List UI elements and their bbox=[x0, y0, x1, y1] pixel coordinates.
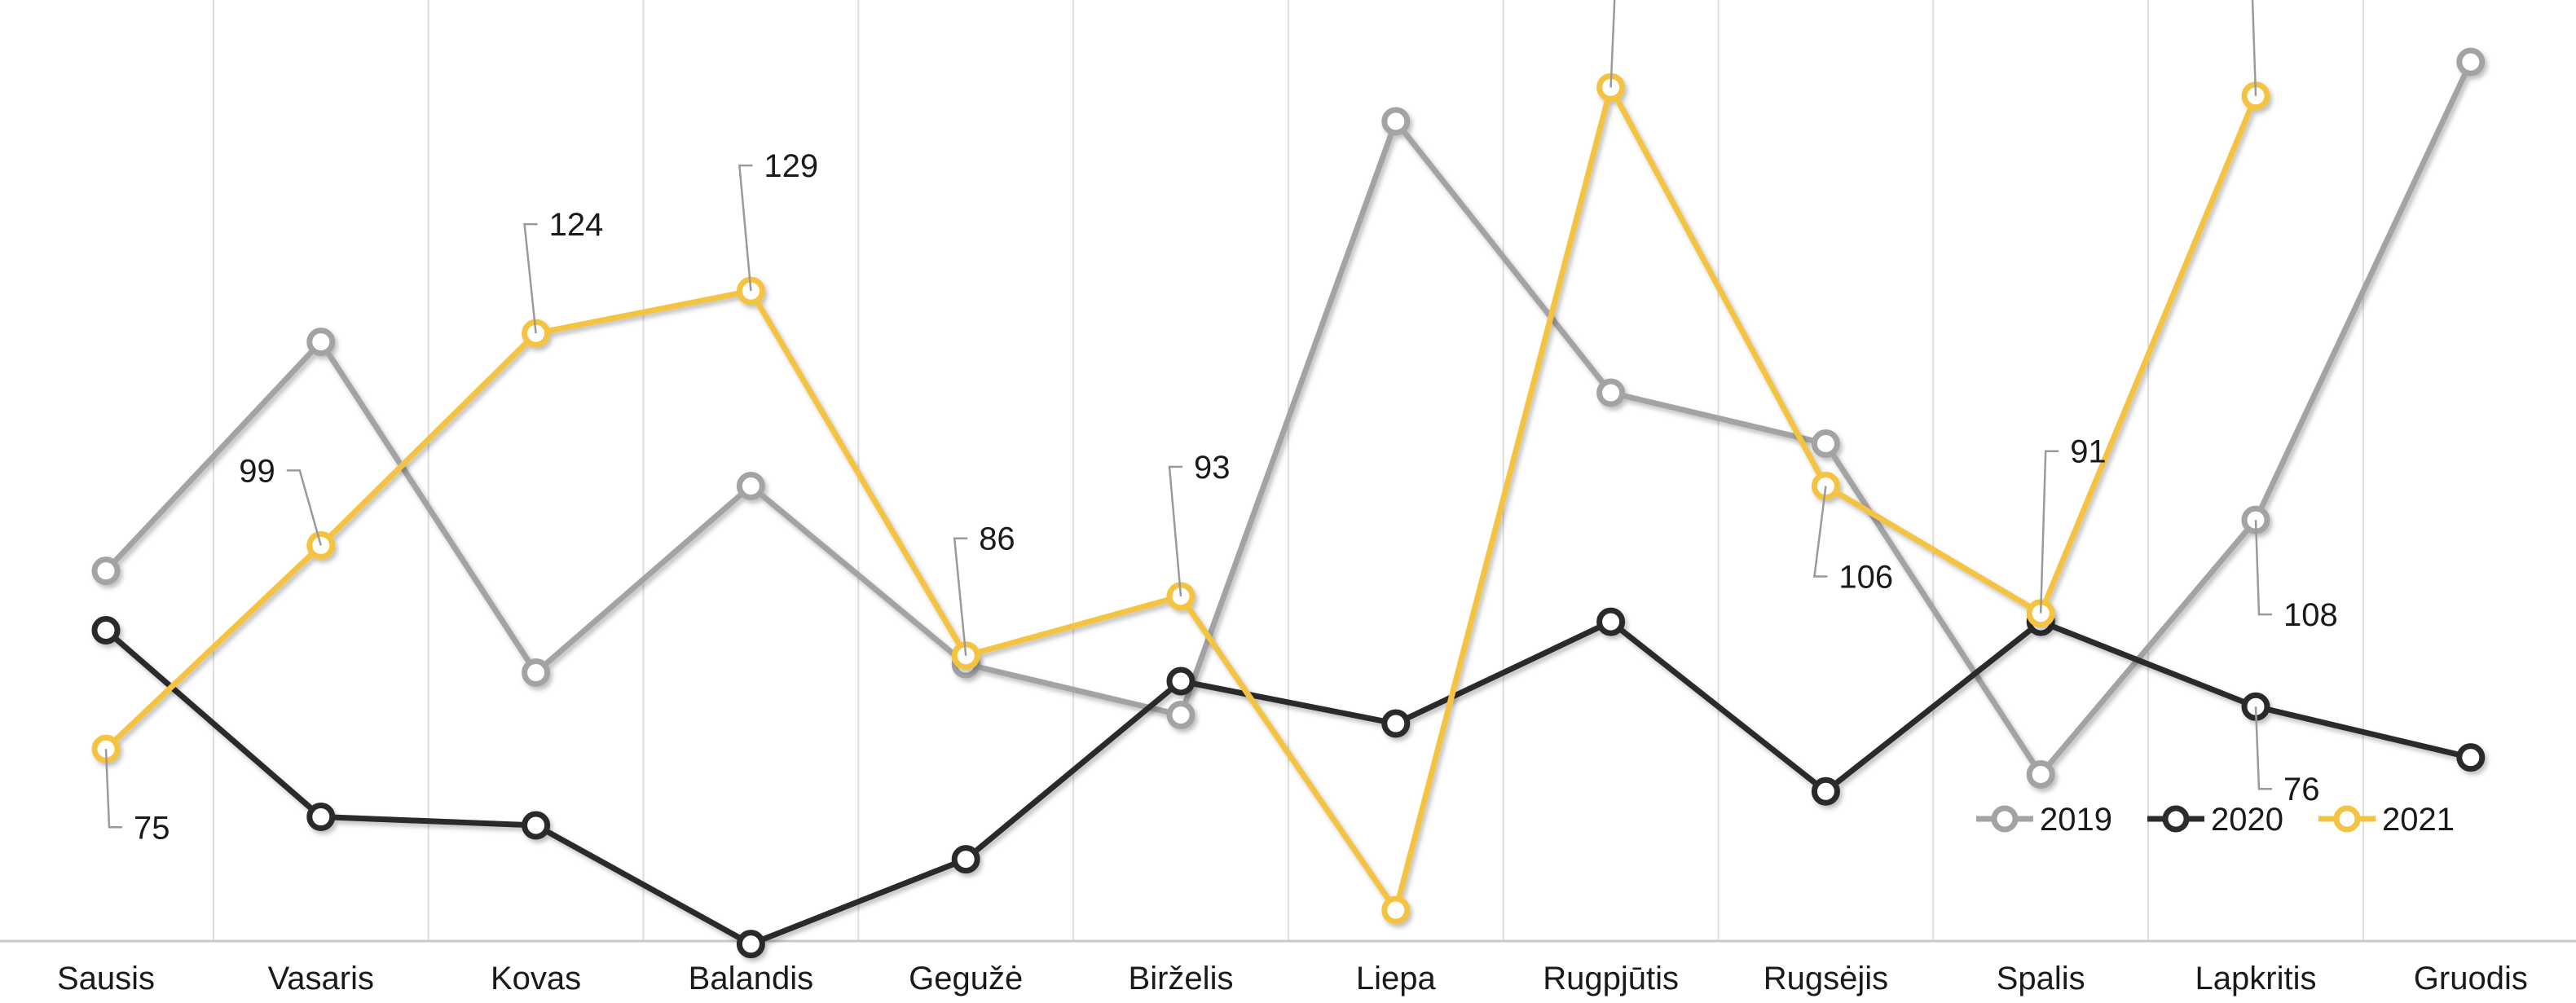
series-2020 bbox=[91, 607, 2486, 959]
x-tick-label: Liepa bbox=[1356, 961, 1437, 996]
data-point-2019 bbox=[1811, 429, 1840, 458]
data-point-2020 bbox=[736, 930, 765, 959]
data-point-2020 bbox=[2456, 743, 2486, 772]
data-label: 108 bbox=[2254, 520, 2338, 633]
legend-label: 2020 bbox=[2211, 802, 2283, 838]
x-tick-label: Sausis bbox=[57, 961, 155, 996]
data-label-text: 129 bbox=[764, 148, 818, 184]
data-point-2020 bbox=[1811, 776, 1840, 806]
x-tick-label: Lapkritis bbox=[2195, 961, 2317, 996]
legend-item-2020: 2020 bbox=[2147, 802, 2283, 838]
leader-line bbox=[1609, 0, 1616, 88]
data-label-text: 75 bbox=[134, 810, 170, 846]
data-label: 75 bbox=[104, 749, 170, 846]
legend-item-2019: 2019 bbox=[1976, 802, 2112, 838]
x-tick-label: Rugpjūtis bbox=[1543, 961, 1679, 996]
data-point-2019 bbox=[522, 658, 551, 688]
data-label-text: 124 bbox=[549, 207, 604, 243]
data-point-2020 bbox=[522, 811, 551, 840]
data-label: 86 bbox=[953, 521, 1015, 656]
leader-line bbox=[953, 537, 968, 656]
series-2019 bbox=[91, 47, 2486, 789]
leader-line bbox=[738, 164, 753, 292]
x-tick-label: Kovas bbox=[491, 961, 581, 996]
data-label: 153 bbox=[1609, 0, 1616, 88]
data-point-2019 bbox=[736, 472, 765, 501]
data-label: 106 bbox=[1812, 486, 1893, 596]
data-point-2020 bbox=[1381, 709, 1411, 738]
x-axis: Sausis Vasaris Kovas Balandis Gegužė Birželis… bbox=[0, 939, 2576, 996]
data-point-2020 bbox=[951, 845, 980, 874]
data-label: 129 bbox=[738, 148, 818, 292]
data-label: 93 bbox=[1168, 450, 1231, 596]
data-label-text: 99 bbox=[239, 453, 275, 489]
data-point-2020 bbox=[1596, 607, 1626, 636]
data-point-2019 bbox=[91, 556, 121, 586]
leader-line bbox=[523, 222, 538, 334]
leader-line bbox=[2251, 0, 2257, 96]
data-labels: 75 99 124 129 86 93 153 106 91 152 108 76 bbox=[104, 0, 2338, 846]
leader-line bbox=[1812, 486, 1828, 578]
data-label-text: 91 bbox=[2070, 434, 2107, 470]
x-tick-label: Spalis bbox=[1997, 961, 2085, 996]
data-label: 152 bbox=[2251, 0, 2257, 96]
gridlines bbox=[212, 0, 2364, 941]
legend-label: 2019 bbox=[2040, 802, 2112, 838]
data-label: 99 bbox=[239, 453, 323, 546]
data-point-2019 bbox=[1596, 378, 1626, 407]
series-line-2019 bbox=[103, 59, 2474, 777]
leader-line bbox=[286, 469, 323, 546]
x-tick-label: Balandis bbox=[689, 961, 813, 996]
data-point-2019 bbox=[306, 328, 336, 357]
x-tick-label: Birželis bbox=[1129, 961, 1234, 996]
data-point-2019 bbox=[1381, 107, 1411, 136]
leader-line bbox=[2039, 450, 2059, 614]
data-label-text: 86 bbox=[979, 521, 1015, 557]
data-point-2019 bbox=[2456, 47, 2486, 77]
data-label-text: 108 bbox=[2283, 597, 2338, 633]
legend-swatch-marker bbox=[1991, 805, 2019, 833]
leader-line bbox=[1168, 465, 1182, 596]
data-point-2021 bbox=[1381, 895, 1411, 925]
legend-label: 2021 bbox=[2382, 802, 2455, 838]
data-label-text: 106 bbox=[1838, 560, 1893, 596]
data-point-2020 bbox=[1166, 666, 1196, 696]
leader-line bbox=[2254, 520, 2272, 616]
data-point-2020 bbox=[306, 803, 336, 832]
leader-line bbox=[104, 749, 122, 829]
data-label-text: 76 bbox=[2283, 772, 2320, 807]
legend-item-2021: 2021 bbox=[2318, 802, 2455, 838]
legend: 2019 2020 2021 bbox=[1976, 802, 2455, 838]
leader-line bbox=[2254, 706, 2272, 790]
data-point-2019 bbox=[2026, 759, 2055, 789]
data-label-text: 93 bbox=[1194, 450, 1231, 486]
data-point-2019 bbox=[1166, 701, 1196, 730]
legend-swatch-marker bbox=[2333, 805, 2361, 833]
series-line-2020 bbox=[103, 618, 2474, 948]
x-tick-label: Vasaris bbox=[268, 961, 374, 996]
data-label: 91 bbox=[2039, 434, 2107, 614]
data-label: 124 bbox=[523, 207, 604, 334]
x-tick-label: Gegužė bbox=[909, 961, 1023, 996]
data-label: 76 bbox=[2254, 706, 2320, 807]
x-tick-label: Gruodis bbox=[2414, 961, 2528, 996]
x-tick-label: Rugsėjis bbox=[1764, 961, 1888, 996]
legend-swatch-marker bbox=[2162, 805, 2190, 833]
data-point-2020 bbox=[91, 616, 121, 645]
